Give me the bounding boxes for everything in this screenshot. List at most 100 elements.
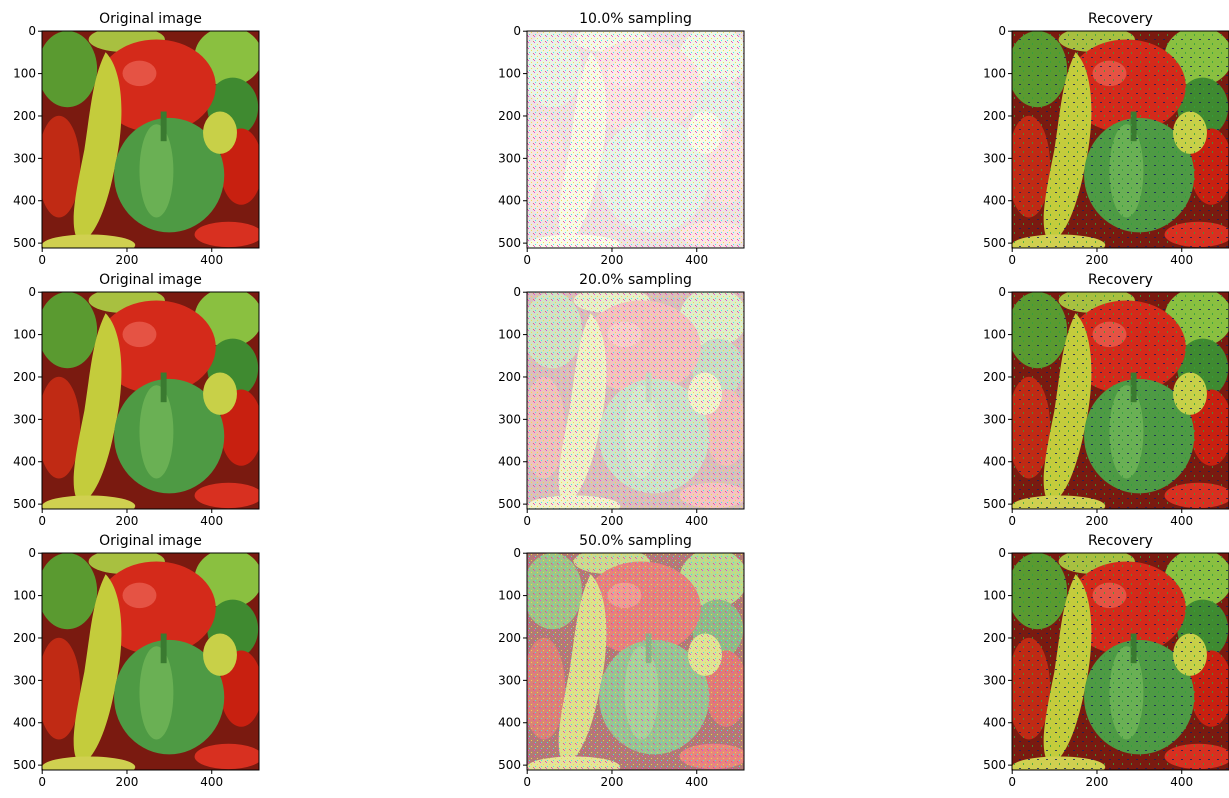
y-tick-label: 500	[13, 236, 36, 250]
y-tick-label: 300	[13, 673, 36, 687]
x-tick-label: 200	[1086, 775, 1109, 789]
x-tick-label: 400	[685, 514, 708, 528]
x-tick-label: 0	[38, 253, 46, 267]
y-tick-label: 200	[983, 631, 1006, 645]
x-tick-label: 0	[1008, 514, 1016, 528]
x-tick-label: 400	[685, 775, 708, 789]
y-tick-label: 0	[28, 285, 36, 299]
image	[38, 27, 263, 256]
subplot: Original image 0 200 400 0 100 200 300 400 500	[13, 272, 262, 528]
y-tick-label: 0	[28, 24, 36, 38]
x-tick-label: 200	[1086, 253, 1109, 267]
y-tick-label: 100	[13, 328, 36, 342]
x-tick-label: 400	[685, 253, 708, 267]
y-tick-label: 0	[998, 24, 1006, 38]
y-tick-label: 400	[13, 716, 36, 730]
y-tick-label: 0	[998, 285, 1006, 299]
image	[38, 549, 263, 778]
x-tick-label: 400	[200, 253, 223, 267]
y-tick-label: 300	[13, 151, 36, 165]
subplot: 10.0% sampling02004000100200300400500	[498, 11, 747, 267]
x-tick-label: 200	[601, 775, 624, 789]
x-tick-label: 200	[116, 253, 139, 267]
y-tick-label: 300	[983, 673, 1006, 687]
x-tick-label: 400	[1170, 514, 1193, 528]
y-tick-label: 200	[498, 631, 521, 645]
x-tick-label: 0	[38, 775, 46, 789]
subplot-title: Original image	[99, 533, 202, 549]
y-tick-label: 300	[498, 412, 521, 426]
subplot: Recovery 0 200 400 0 100 200 300 400 500	[983, 533, 1229, 789]
y-tick-label: 400	[983, 716, 1006, 730]
x-tick-label: 200	[1086, 514, 1109, 528]
noise	[527, 292, 744, 509]
y-tick-label: 500	[13, 497, 36, 511]
x-tick-label: 0	[38, 514, 46, 528]
y-tick-label: 400	[13, 455, 36, 469]
x-tick-label: 200	[601, 514, 624, 528]
y-tick-label: 100	[983, 589, 1006, 603]
y-tick-label: 0	[513, 546, 521, 560]
y-tick-label: 400	[983, 194, 1006, 208]
subplot-title: Recovery	[1088, 272, 1153, 288]
y-tick-label: 500	[983, 236, 1006, 250]
y-tick-label: 0	[998, 546, 1006, 560]
y-tick-label: 0	[513, 285, 521, 299]
y-tick-label: 500	[13, 758, 36, 772]
noise	[527, 31, 744, 248]
y-tick-label: 200	[13, 370, 36, 384]
noise	[527, 553, 744, 770]
x-tick-label: 400	[200, 775, 223, 789]
y-tick-label: 300	[13, 412, 36, 426]
subplot: Recovery 0 200 400 0 100 200 300 400 500	[983, 272, 1229, 528]
y-tick-label: 100	[983, 328, 1006, 342]
x-tick-label: 400	[1170, 775, 1193, 789]
y-tick-label: 200	[498, 370, 521, 384]
y-tick-label: 500	[983, 497, 1006, 511]
x-tick-label: 400	[200, 514, 223, 528]
subplot-title: Original image	[99, 11, 202, 27]
y-tick-label: 200	[983, 370, 1006, 384]
x-tick-label: 200	[116, 775, 139, 789]
y-tick-label: 300	[498, 151, 521, 165]
y-tick-label: 300	[983, 151, 1006, 165]
y-tick-label: 500	[498, 236, 521, 250]
y-tick-label: 200	[498, 109, 521, 123]
x-tick-label: 200	[601, 253, 624, 267]
x-tick-label: 0	[1008, 253, 1016, 267]
y-tick-label: 300	[983, 412, 1006, 426]
x-tick-label: 200	[116, 514, 139, 528]
x-tick-label: 0	[523, 514, 531, 528]
y-tick-label: 400	[983, 455, 1006, 469]
subplot-title: 20.0% sampling	[579, 272, 692, 288]
y-tick-label: 200	[13, 109, 36, 123]
x-tick-label: 0	[1008, 775, 1016, 789]
y-tick-label: 0	[513, 24, 521, 38]
y-tick-label: 0	[28, 546, 36, 560]
x-tick-label: 0	[523, 253, 531, 267]
artifacts	[1012, 31, 1229, 248]
subplot-title: Recovery	[1088, 11, 1153, 27]
x-tick-label: 0	[523, 775, 531, 789]
artifacts	[1012, 553, 1229, 770]
y-tick-label: 200	[13, 631, 36, 645]
subplot-title: Original image	[99, 272, 202, 288]
y-tick-label: 100	[498, 67, 521, 81]
y-tick-label: 400	[498, 455, 521, 469]
y-tick-label: 100	[498, 328, 521, 342]
image	[38, 288, 263, 517]
x-tick-label: 400	[1170, 253, 1193, 267]
y-tick-label: 500	[498, 758, 521, 772]
figure: Original image0200400010020030040050010.…	[0, 0, 1229, 798]
y-tick-label: 100	[498, 589, 521, 603]
y-tick-label: 500	[983, 758, 1006, 772]
artifacts	[1012, 292, 1229, 509]
y-tick-label: 200	[983, 109, 1006, 123]
subplot-title: Recovery	[1088, 533, 1153, 549]
y-tick-label: 400	[498, 716, 521, 730]
